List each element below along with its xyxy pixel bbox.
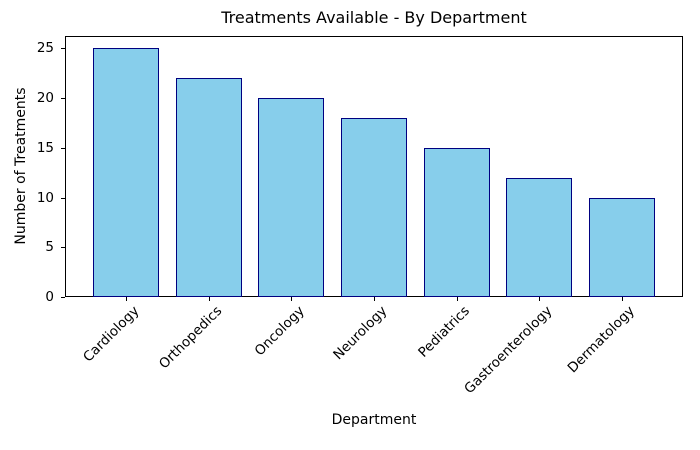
y-tick-mark — [61, 297, 65, 298]
y-tick-label: 0 — [45, 289, 54, 305]
x-tick-label: Neurology — [330, 303, 391, 364]
x-tick-mark — [621, 297, 623, 301]
bar-orthopedics — [175, 78, 242, 297]
y-tick-mark — [61, 247, 65, 249]
y-tick-label: 10 — [36, 189, 54, 206]
bar-gastroenterology — [506, 177, 573, 297]
x-tick-label: Dermatology — [564, 303, 639, 377]
x-tick-label: Oncology — [251, 303, 308, 360]
x-tick-mark — [456, 297, 458, 301]
x-tick-label: Gastroenterology — [461, 303, 556, 398]
y-tick-mark — [61, 197, 65, 199]
x-tick-mark — [374, 297, 375, 301]
y-axis-label: Number of Treatments — [13, 87, 29, 245]
x-tick-label: Cardiology — [80, 303, 143, 366]
y-tick-label: 20 — [36, 90, 54, 107]
x-tick-label: Pediatrics — [415, 303, 473, 361]
bar-dermatology — [588, 197, 655, 297]
bar-pediatrics — [423, 147, 490, 297]
x-tick-mark — [126, 297, 128, 301]
y-tick-label: 15 — [36, 139, 54, 156]
bar-neurology — [340, 118, 408, 297]
bar-oncology — [258, 98, 325, 297]
y-tick-mark — [61, 98, 65, 100]
y-tick-mark — [61, 147, 65, 149]
y-tick-label: 5 — [45, 239, 54, 256]
x-tick-mark — [208, 297, 210, 301]
y-tick-mark — [61, 48, 65, 50]
y-tick-label: 25 — [36, 40, 54, 57]
x-tick-mark — [539, 297, 541, 301]
x-tick-label: Orthopedics — [155, 303, 226, 373]
x-axis-label: Department — [331, 412, 417, 428]
bar-cardiology — [93, 48, 160, 297]
chart-title: Treatments Available - By Department — [221, 8, 527, 27]
x-tick-mark — [291, 297, 293, 301]
